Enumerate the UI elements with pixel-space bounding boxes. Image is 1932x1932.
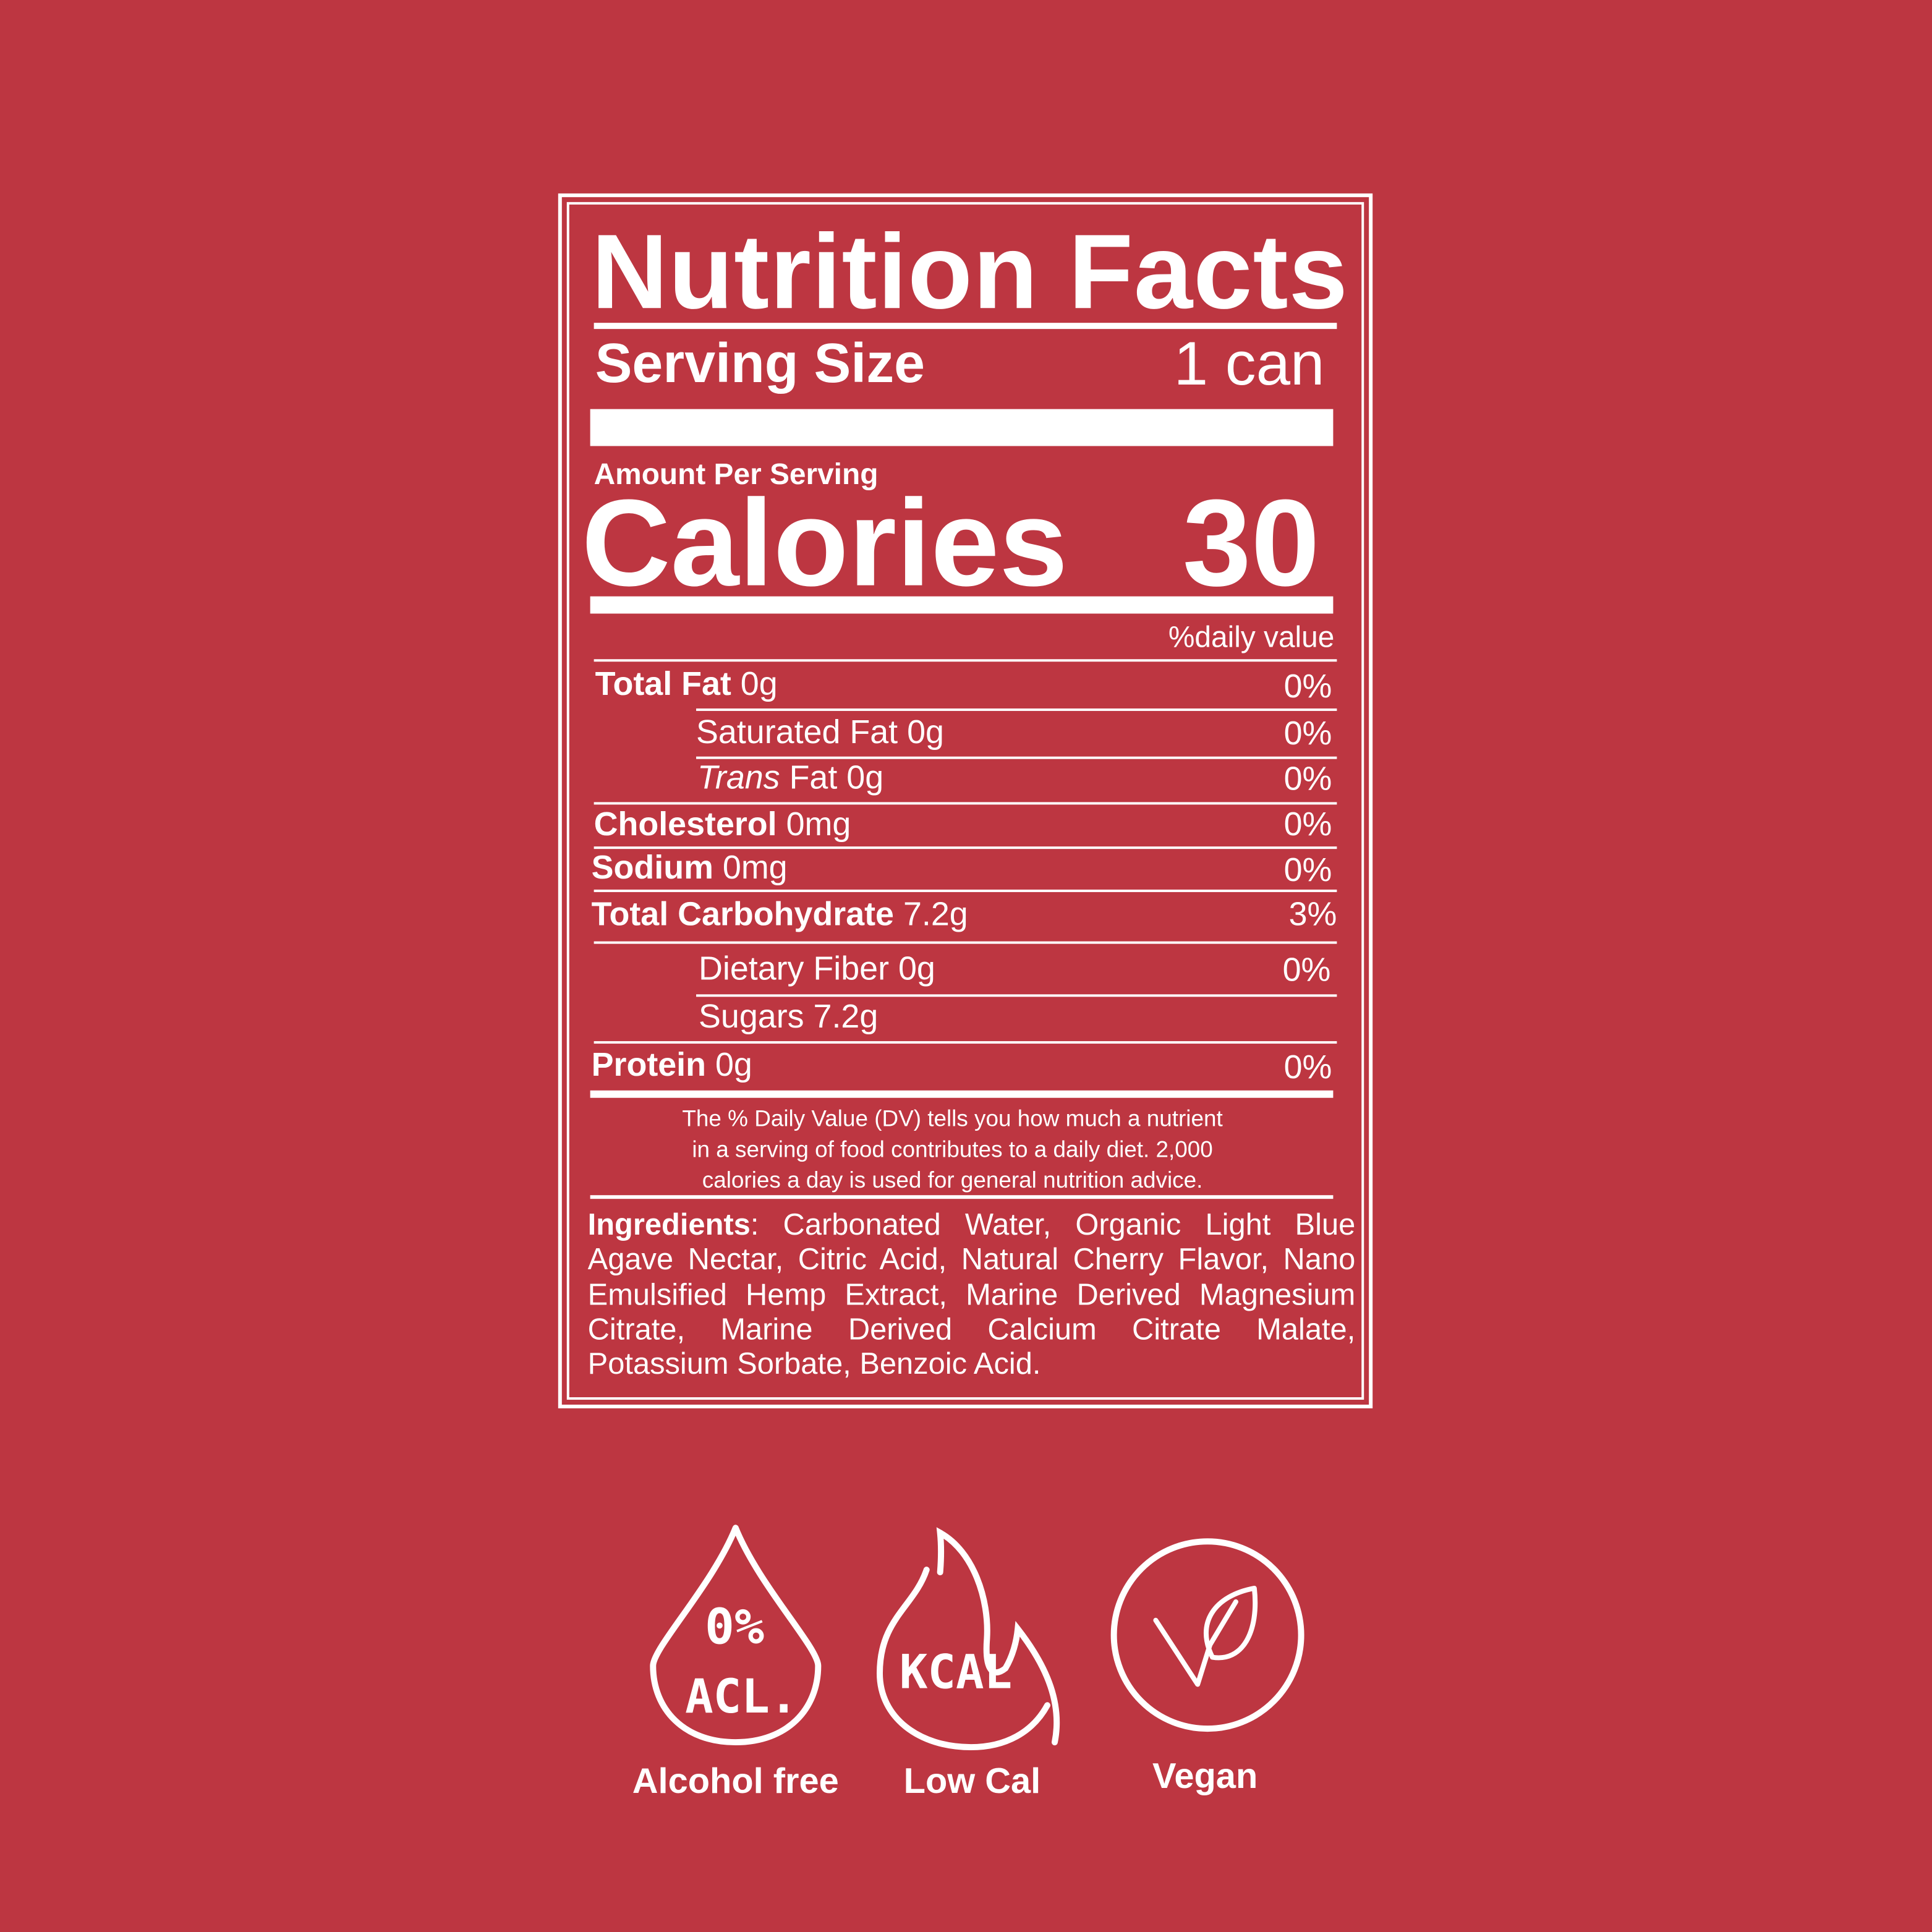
nutrient-name: Saturated Fat — [696, 713, 898, 751]
divider — [696, 708, 1337, 711]
amount-per-serving: Amount Per Serving — [594, 458, 879, 492]
divider — [696, 994, 1337, 997]
calories-divider — [590, 596, 1334, 614]
nutrient-name: Sodium — [591, 849, 713, 886]
divider — [594, 659, 1337, 662]
badge-label-alcohol-free: Alcohol free — [632, 1761, 839, 1802]
nutrient-amount: 7.2g — [903, 895, 968, 933]
nutrient-dv: 0% — [1282, 951, 1331, 989]
thick-divider — [590, 409, 1334, 446]
thick-divider — [590, 1090, 1334, 1098]
nutrient-dv: 0% — [1283, 1049, 1332, 1086]
ingredients: Ingredients: Carbonated Water, Organic L… — [588, 1209, 1356, 1383]
divider — [594, 1041, 1337, 1044]
footnote-line: in a serving of food contributes to a da… — [692, 1136, 1213, 1162]
ingredients-label: Ingredients — [587, 1209, 751, 1242]
badge-label-low-cal: Low Cal — [903, 1761, 1041, 1802]
nutrient-row-total-carbohydrate: Total Carbohydrate 7.2g — [592, 896, 968, 933]
divider — [696, 756, 1337, 759]
divider — [590, 1195, 1334, 1199]
divider — [594, 889, 1337, 892]
nutrient-amount: 7.2g — [813, 998, 879, 1036]
nutrient-name: Sugars — [699, 998, 804, 1036]
serving-size-label: Serving Size — [595, 331, 925, 394]
footnote-line: The % Daily Value (DV) tells you how muc… — [682, 1105, 1223, 1131]
icon-text: ACL. — [685, 1669, 798, 1724]
divider — [594, 941, 1337, 944]
nutrient-row-cholesterol: Cholesterol 0mg — [594, 806, 851, 843]
nutrient-name: Trans — [697, 759, 780, 796]
nutrient-name: Total Carbohydrate — [591, 895, 894, 933]
flame-kcal-icon: KCAL — [877, 1527, 1060, 1751]
nutrient-dv: 0% — [1283, 760, 1332, 798]
nutrient-amount: 0mg — [722, 849, 788, 886]
footnote-line: calories a day is used for general nutri… — [702, 1167, 1203, 1193]
divider — [594, 323, 1337, 330]
nutrient-dv: 0% — [1283, 668, 1332, 705]
nutrient-amount: 0mg — [786, 806, 851, 843]
nutrient-name: Cholesterol — [594, 806, 777, 843]
nutrient-name: Protein — [591, 1046, 707, 1083]
ingredients-text: : Carbonated Water, Organic Light Blue A… — [587, 1209, 1356, 1382]
nutrient-row-saturated-fat: Saturated Fat 0g — [696, 713, 944, 751]
nutrient-amount: 0g — [898, 950, 935, 987]
nutrient-amount: 0g — [846, 759, 884, 796]
nutrient-amount: 0g — [907, 713, 944, 751]
badge-label-vegan: Vegan — [1152, 1756, 1258, 1797]
nutrient-row-sugars: Sugars 7.2g — [699, 998, 878, 1035]
daily-value-header: %daily value — [1168, 621, 1335, 655]
nutrient-name: Dietary Fiber — [699, 950, 890, 987]
nutrient-dv: 0% — [1283, 851, 1332, 888]
nutrient-row-trans-fat: Trans Fat 0g — [697, 759, 883, 796]
nutrient-dv: 0% — [1283, 806, 1332, 843]
nutrient-name: Total Fat — [595, 665, 731, 702]
label-inner-border — [566, 202, 1364, 1400]
nutrient-row-sodium: Sodium 0mg — [592, 849, 788, 886]
serving-size-value: 1 can — [1173, 329, 1325, 398]
divider — [594, 802, 1337, 805]
nutrient-amount: 0g — [740, 665, 778, 702]
icon-text: KCAL — [900, 1645, 1012, 1699]
nutrient-row-dietary-fiber: Dietary Fiber 0g — [699, 950, 935, 987]
calories-value: 30 — [1182, 474, 1320, 613]
nutrient-name-suffix: Fat — [789, 759, 838, 796]
divider — [594, 846, 1337, 849]
nutrient-dv: 3% — [1288, 895, 1337, 933]
nutrient-amount: 0g — [715, 1046, 752, 1083]
daily-value-footnote: The % Daily Value (DV) tells you how muc… — [592, 1103, 1314, 1195]
calories-label: Calories — [581, 474, 1068, 613]
nutrient-row-total-fat: Total Fat 0g — [595, 665, 778, 702]
nutrient-row-protein: Protein 0g — [592, 1046, 752, 1083]
vegan-leaf-icon — [1110, 1538, 1304, 1732]
label-outer-border — [558, 193, 1373, 1408]
label-title: Nutrition Facts — [591, 213, 1348, 332]
alcohol-free-drop-icon: 0% ACL. — [650, 1525, 822, 1746]
nutrient-dv: 0% — [1283, 714, 1332, 752]
icon-text: 0% — [705, 1598, 764, 1656]
